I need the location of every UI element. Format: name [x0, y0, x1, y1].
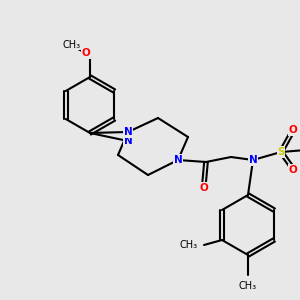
Text: CH₃: CH₃ [63, 40, 81, 50]
Text: O: O [200, 183, 208, 193]
Text: N: N [249, 155, 257, 165]
Text: N: N [124, 127, 132, 137]
Text: N: N [174, 155, 182, 165]
Text: O: O [289, 165, 297, 175]
Text: CH₃: CH₃ [180, 240, 198, 250]
Text: S: S [277, 147, 285, 157]
Text: N: N [124, 136, 132, 146]
Text: CH₃: CH₃ [239, 281, 257, 291]
Text: O: O [82, 48, 90, 58]
Text: O: O [289, 125, 297, 135]
